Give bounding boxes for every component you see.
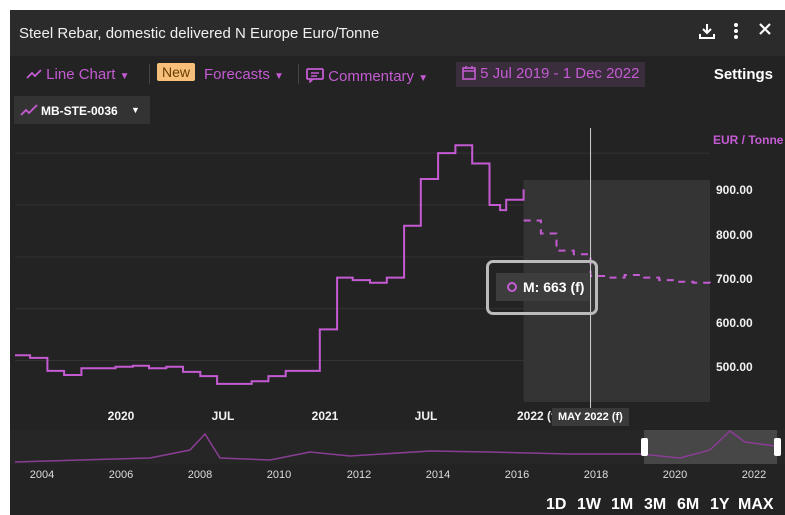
navigator-tick: 2012 — [346, 469, 372, 481]
range-button-1y[interactable]: 1Y — [710, 496, 730, 513]
tooltip-value: M: 663 (f) — [523, 279, 585, 295]
chart-window: Steel Rebar, domestic delivered N Europe… — [10, 10, 785, 515]
series-code: MB-STE-0036 — [41, 104, 118, 118]
window-title: Steel Rebar, domestic delivered N Europe… — [19, 25, 380, 42]
navigator-tick: 2020 — [662, 469, 688, 481]
settings-button[interactable]: Settings — [713, 66, 773, 83]
line-chart-icon — [26, 69, 42, 79]
forecasts-menu[interactable]: Forecasts ▼ — [204, 66, 284, 83]
range-button-max[interactable]: MAX — [738, 496, 774, 513]
y-axis-label: EUR / Tonne — [713, 133, 784, 147]
x-tick: JUL — [211, 409, 235, 423]
toolbar-divider — [298, 64, 299, 84]
commentary-menu[interactable]: Commentary ▼ — [306, 66, 428, 85]
download-icon[interactable] — [698, 22, 716, 45]
navigator-left-handle — [641, 438, 648, 456]
tooltip-body: M: 663 (f) — [496, 273, 590, 301]
range-button-1m[interactable]: 1M — [611, 496, 634, 513]
series-line — [15, 144, 525, 385]
navigator-tick: 2008 — [187, 469, 213, 481]
navigator-tick: 2014 — [425, 469, 451, 481]
x-tick: JUL — [414, 409, 438, 423]
comment-icon — [306, 68, 324, 84]
chevron-down-icon: ▼ — [119, 71, 130, 82]
new-badge: New — [157, 63, 196, 81]
commentary-label: Commentary — [328, 68, 415, 85]
y-tick: 800.00 — [716, 228, 753, 242]
forecasts-label: Forecasts — [204, 66, 270, 83]
range-button-1d[interactable]: 1D — [546, 496, 567, 513]
y-tick: 500.00 — [716, 360, 753, 374]
navigator-tick: 2022 — [741, 469, 767, 481]
line-chart-menu[interactable]: Line Chart ▼ — [26, 66, 129, 83]
range-button-3m[interactable]: 3M — [644, 496, 667, 513]
more-vertical-icon[interactable] — [733, 22, 739, 45]
navigator-right-handle — [774, 438, 781, 456]
chevron-down-icon: ▼ — [131, 105, 140, 115]
line-chart-label: Line Chart — [46, 66, 116, 83]
y-tick: 600.00 — [716, 316, 753, 330]
close-icon[interactable] — [758, 22, 772, 41]
forecast-line — [523, 219, 711, 284]
series-marker-icon — [507, 282, 517, 292]
range-button-1w[interactable]: 1W — [577, 496, 601, 513]
chevron-down-icon: ▼ — [418, 73, 429, 84]
navigator-tick: 2016 — [504, 469, 530, 481]
date-range-label: 5 Jul 2019 - 1 Dec 2022 — [480, 65, 640, 82]
chart-toolbar: Line Chart ▼ New Forecasts ▼ Commentary … — [10, 57, 785, 89]
x-tick: 2022 (f) — [516, 409, 560, 423]
series-selector[interactable]: MB-STE-0036 ▼ — [14, 96, 150, 124]
navigator-tick: 2006 — [108, 469, 134, 481]
x-tick: 2021 — [311, 409, 339, 423]
series-line-icon — [20, 104, 38, 116]
navigator-tick: 2018 — [583, 469, 609, 481]
navigator-tick: 2004 — [29, 469, 55, 481]
crosshair-date-label: MAY 2022 (f) — [552, 408, 629, 426]
title-bar: Steel Rebar, domestic delivered N Europe… — [10, 10, 785, 56]
y-tick: 700.00 — [716, 272, 753, 286]
y-axis-unit: EUR / Tonne — [713, 131, 783, 149]
navigator-window — [644, 430, 777, 464]
date-range-picker[interactable]: 5 Jul 2019 - 1 Dec 2022 — [456, 62, 646, 87]
x-tick: 2020 — [107, 409, 135, 423]
toolbar-divider — [149, 64, 150, 84]
navigator-tick: 2010 — [266, 469, 292, 481]
navigator-series-line — [14, 430, 776, 463]
chevron-down-icon: ▼ — [274, 71, 284, 82]
value-tooltip: M: 663 (f) — [486, 260, 598, 315]
chart-plot[interactable] — [10, 10, 785, 515]
y-tick: 900.00 — [716, 183, 753, 197]
range-button-6m[interactable]: 6M — [677, 496, 700, 513]
calendar-icon — [462, 66, 476, 80]
